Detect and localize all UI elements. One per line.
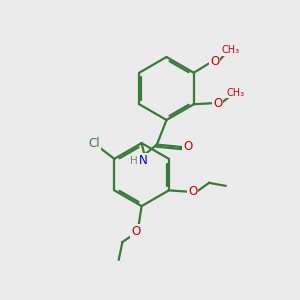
Text: CH₃: CH₃ xyxy=(221,45,239,55)
Text: O: O xyxy=(131,225,140,239)
Text: O: O xyxy=(188,185,197,198)
Text: CH₃: CH₃ xyxy=(226,88,244,98)
Text: H: H xyxy=(130,155,137,166)
Text: N: N xyxy=(139,154,148,167)
Text: O: O xyxy=(210,55,219,68)
Text: Cl: Cl xyxy=(88,137,100,150)
Text: O: O xyxy=(183,140,192,154)
Text: O: O xyxy=(213,97,222,110)
